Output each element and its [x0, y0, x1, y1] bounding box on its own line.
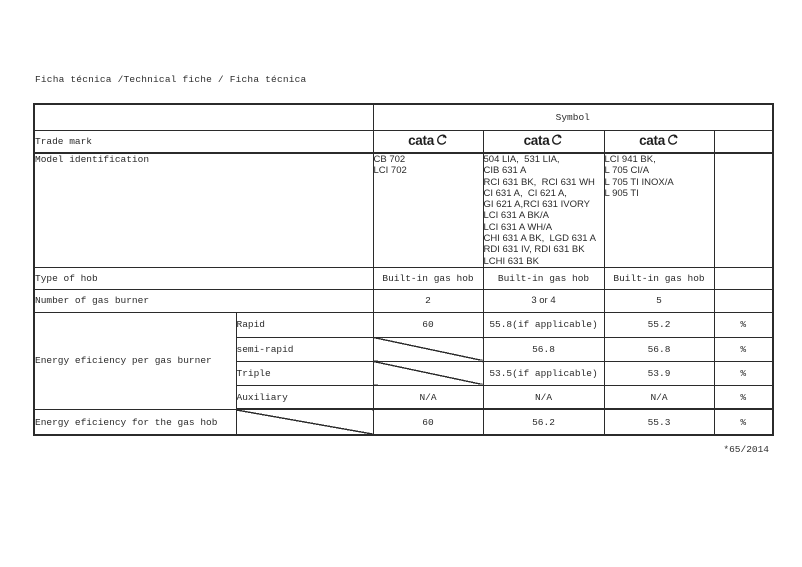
row-number-of-gas-burner: Number of gas burner 2 3 or 4 5 [33, 288, 774, 313]
crossed-out-cell [235, 408, 374, 436]
burner-type-label: Auxiliary [235, 384, 374, 411]
efficiency-value: 60 [372, 408, 484, 436]
row-efficiency-rapid: Energy eficiency per gas burner Rapid 60… [33, 311, 774, 410]
row-type-of-hob: Type of hob Built-in gas hob Built-in ga… [33, 266, 774, 290]
cata-logo-c-icon [436, 134, 447, 145]
row-model-identification: Model identification CB 702 LCI 702 504 … [33, 152, 774, 268]
brand-cell-2: cata [482, 129, 605, 154]
empty-cell [713, 152, 774, 268]
crossed-out-cell [372, 360, 484, 386]
model-list-1: CB 702 LCI 702 [372, 152, 484, 268]
percent-unit: % [713, 384, 774, 411]
percent-unit: % [713, 360, 774, 386]
type-of-hob-value-3: Built-in gas hob [603, 266, 715, 290]
row-symbol: Symbol [33, 103, 774, 131]
brand-cell-1: cata [372, 129, 484, 154]
empty-cell [33, 103, 374, 131]
cata-logo: cata [408, 134, 448, 148]
row-efficiency-semi-rapid: semi-rapid 56.8 56.8 % [34, 336, 774, 362]
model-list-2: 504 LIA, 531 LIA, CIB 631 A RCI 631 BK, … [482, 152, 605, 268]
model-identification-label: Model identification [33, 152, 374, 268]
trade-mark-label: Trade mark [33, 129, 374, 154]
efficiency-value: 55.8(if applicable) [482, 311, 605, 338]
cata-logo: cata [639, 134, 679, 148]
burner-type-label: Rapid [235, 311, 374, 338]
efficiency-value: 55.2 [603, 311, 715, 338]
cata-logo: cata [524, 134, 564, 148]
percent-unit: % [713, 408, 774, 436]
brand-cell-3: cata [603, 129, 715, 154]
symbol-header: Symbol [372, 103, 774, 131]
row-energy-hob: Energy eficiency for the gas hob 60 56.2… [33, 408, 774, 436]
empty-cell [713, 266, 774, 290]
empty-cell [713, 129, 774, 154]
efficiency-value: N/A [482, 384, 605, 411]
page-title: Ficha técnica /Technical fiche / Ficha t… [35, 74, 307, 85]
efficiency-value: 53.9 [603, 360, 715, 386]
row-efficiency-auxiliary: Auxiliary N/A N/A N/A % [34, 384, 774, 411]
percent-unit: % [713, 336, 774, 362]
type-of-hob-value-2: Built-in gas hob [482, 266, 605, 290]
efficiency-value: N/A [603, 384, 715, 411]
type-of-hob-label: Type of hob [33, 266, 374, 290]
regulation-reference: *65/2014 [723, 444, 769, 455]
model-list-3: LCI 941 BK, L 705 CI/A L 705 TI INOX/A L… [603, 152, 715, 268]
energy-hob-label: Energy eficiency for the gas hob [33, 408, 237, 436]
percent-unit: % [713, 311, 774, 338]
cata-logo-text: cata [639, 133, 665, 149]
efficiency-value: 56.8 [482, 336, 605, 362]
spec-table: Symbol Trade mark cata cata cata [33, 103, 775, 437]
cata-logo-text: cata [408, 133, 434, 149]
efficiency-value: 60 [372, 311, 484, 338]
burner-count-2: 3 or 4 [482, 288, 605, 313]
empty-cell [713, 288, 774, 313]
efficiency-value: 55.3 [603, 408, 715, 436]
row-trade-mark: Trade mark cata cata cata [33, 129, 774, 154]
number-of-gas-burner-label: Number of gas burner [33, 288, 374, 313]
efficiency-value: 56.8 [603, 336, 715, 362]
energy-per-burner-label: Energy eficiency per gas burner [33, 311, 237, 410]
burner-count-1: 2 [372, 288, 484, 313]
crossed-out-cell [372, 336, 484, 362]
cata-logo-c-icon [667, 134, 678, 145]
cata-logo-c-icon [552, 134, 562, 145]
efficiency-value: 56.2 [482, 408, 605, 436]
efficiency-value: 53.5(if applicable) [482, 360, 605, 386]
burner-type-label: semi-rapid [235, 336, 374, 362]
efficiency-value: N/A [372, 384, 484, 411]
type-of-hob-value-1: Built-in gas hob [372, 266, 484, 290]
burner-type-label: Triple [235, 360, 374, 386]
burner-count-3: 5 [603, 288, 715, 313]
cata-logo-text: cata [523, 133, 550, 149]
